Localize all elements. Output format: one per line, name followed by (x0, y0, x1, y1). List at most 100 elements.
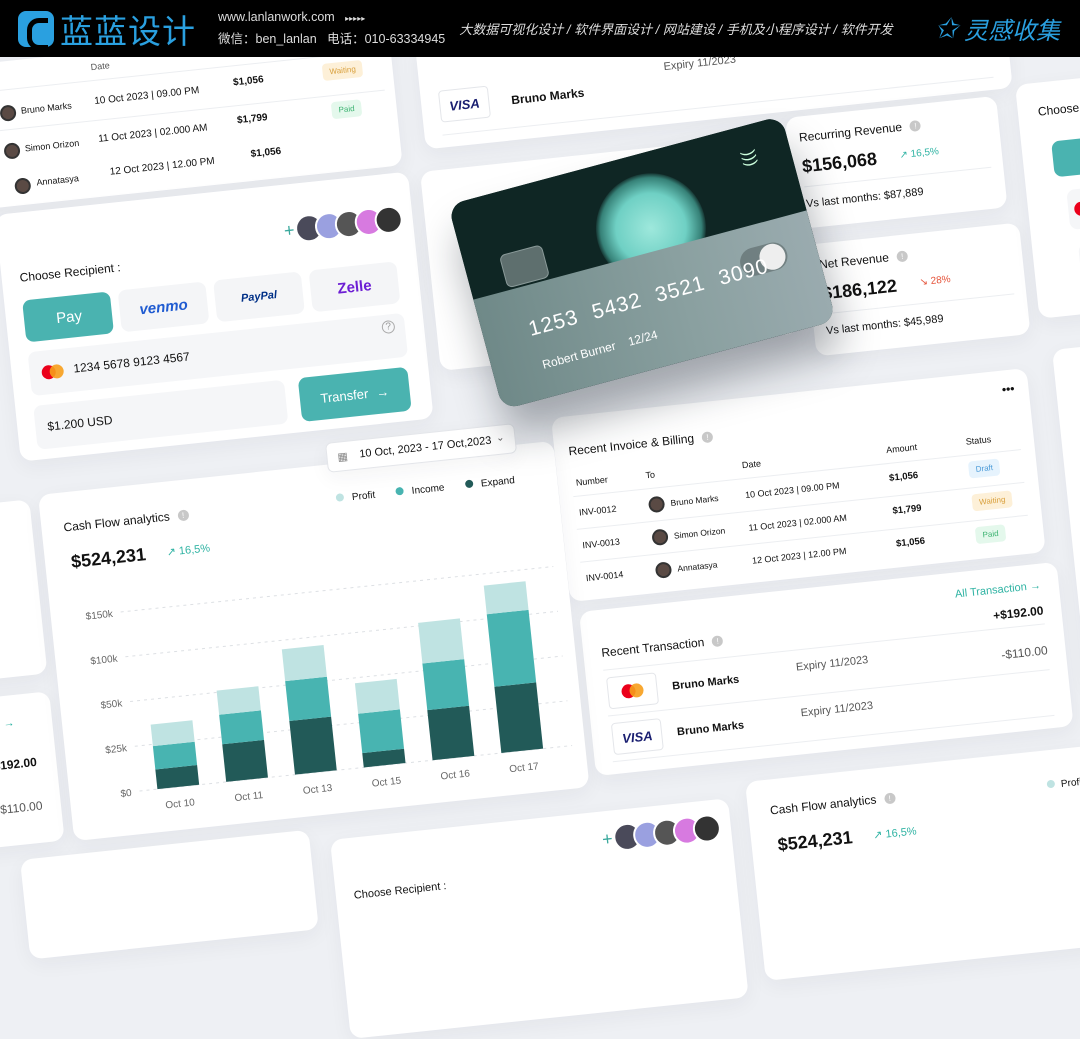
site-url[interactable]: www.lanlanwork.com (218, 10, 335, 24)
recurring-title: Recurring Revenue (798, 119, 903, 145)
bar-expand (362, 748, 406, 768)
recipient-title: Choose Recipient : (18, 260, 122, 285)
row-to: Bruno Marks (20, 100, 73, 116)
all-transaction-link[interactable]: All Transaction → (954, 580, 1041, 601)
zelle-button[interactable]: Zelle (308, 261, 401, 313)
bar-profit (418, 618, 465, 664)
bar-profit (354, 678, 400, 714)
tx-expiry: Expiry 11/2023 (800, 699, 874, 720)
credit-card[interactable]: ))) 1253 5432 3521 3090 Robert Burner 12… (448, 115, 837, 410)
recipient-title: Choose Recipient : (353, 880, 448, 902)
info-icon[interactable]: ! (711, 635, 724, 648)
site-header: 蓝蓝设计 www.lanlanwork.com ▸▸▸▸▸ 微信：ben_lan… (0, 0, 1080, 57)
recipient-avatars[interactable]: + (273, 204, 405, 246)
row-to: Annatasya (676, 559, 718, 574)
row-amount: $1,799 (236, 112, 269, 127)
tx-amount: +$192.00 (992, 603, 1045, 623)
row-date: 10 Oct 2023 | 09.00 PM (93, 85, 200, 108)
net-revenue-card: Net Revenue! $186,122 ↘ 28% Vs last mont… (805, 222, 1031, 357)
bar-profit (150, 720, 195, 747)
x-tick-label: Oct 11 (234, 790, 264, 804)
tx-name: Bruno Marks (671, 673, 740, 693)
col-date: Date (741, 458, 762, 471)
gridline (130, 655, 563, 703)
paypal-button[interactable]: PayPal (213, 271, 305, 323)
card-number: 1234 5678 9123 4567 (72, 349, 191, 376)
brand-logo: 蓝蓝设计 (18, 5, 196, 53)
recent-transaction-card: All Transaction → Recent Transaction! +$… (579, 561, 1074, 777)
row-to: Simon Orizon (24, 137, 80, 154)
bar-expand (155, 765, 200, 790)
help-icon[interactable]: ? (381, 319, 396, 335)
tx-name: Bruno Marks (676, 719, 745, 739)
avatar (651, 528, 669, 547)
apple-pay-label: Pay (55, 307, 83, 327)
cashflow-value: $524,231 (776, 827, 854, 855)
bar-expand (289, 716, 337, 775)
status-badge: Paid (974, 524, 1007, 545)
avatar (654, 561, 673, 579)
all-transaction-label: All Transaction (954, 581, 1028, 601)
visa-logo: VISA (621, 727, 654, 746)
y-tick-label: $50k (100, 698, 124, 711)
apple-pay-button[interactable] (1051, 131, 1080, 178)
transfer-button[interactable]: Transfer → (297, 366, 412, 423)
gridline (120, 566, 554, 613)
gridline (134, 700, 568, 747)
col-amount: Amount (885, 441, 918, 456)
recurring-vs: Vs last months: $87,889 (805, 185, 925, 211)
row-date: 11 Oct 2023 | 02.000 AM (748, 512, 848, 533)
more-icon[interactable]: ••• (1001, 381, 1016, 397)
y-tick-label: $100k (90, 654, 119, 668)
bar-profit (216, 686, 261, 715)
cash-flow-card-bottom: Cash Flow analytics! $524,231 ↗ 16,5% Pr… (745, 744, 1080, 981)
row-number: INV-0014 (585, 569, 624, 584)
col-date: Date (90, 60, 111, 73)
choose-recipient-card: + Choose Recipient : Pay venmo PayPal Ze… (0, 171, 434, 462)
card-partial-left (0, 499, 48, 690)
info-icon[interactable]: ! (909, 120, 922, 133)
bar-profit (483, 581, 529, 615)
bar-profit (281, 644, 327, 682)
apple-pay-button[interactable]: Pay (22, 291, 115, 343)
col-number: Number (575, 474, 609, 488)
row-date: 12 Oct 2023 | 12.00 PM (751, 545, 847, 566)
x-tick-label: Oct 13 (302, 783, 333, 797)
cashflow-change: 16,5% (884, 825, 918, 841)
arrow-right-icon: → (375, 383, 390, 400)
col-to: To (644, 469, 656, 481)
venmo-button[interactable]: venmo (117, 281, 210, 333)
row-date: 12 Oct 2023 | 12.00 PM (109, 155, 216, 178)
info-icon[interactable]: ! (701, 431, 714, 444)
star-icon: ✩ (934, 13, 958, 44)
arrow-right-icon: → (1029, 579, 1042, 593)
tx-expiry: Expiry 11/2023 (795, 654, 869, 674)
header-nav[interactable]: 大数据可视化设计 / 软件界面设计 / 网站建设 / 手机及小程序设计 / 软件… (459, 22, 893, 37)
y-tick-label: $150k (85, 609, 114, 623)
invoice-title: Recent Invoice & Billing (567, 431, 695, 459)
visa-logo: VISA (448, 95, 481, 114)
chevron-down-icon: ⌄ (495, 432, 506, 445)
bar-expand (494, 682, 544, 753)
x-tick-label: Oct 16 (440, 768, 471, 782)
phone: 电话：010-63334945 (327, 32, 446, 46)
calendar-icon: ▦ (336, 450, 349, 464)
x-tick-label: Oct 10 (165, 797, 196, 811)
recent-invoice-card: ••• Recent Invoice & Billing! Number To … (551, 368, 1046, 602)
bar-expand (427, 705, 475, 761)
net-vs: Vs last months: $45,989 (825, 312, 945, 338)
row-number: INV-0013 (581, 536, 621, 551)
legend-profit: Profit (1060, 776, 1080, 790)
row-to: Annatasya (35, 173, 80, 188)
mastercard-icon (1074, 200, 1080, 216)
info-icon[interactable]: ! (896, 250, 909, 263)
row-amount: $1,056 (250, 145, 282, 160)
net-change: 28% (930, 274, 952, 288)
tx-amount: +$192.00 (0, 754, 38, 775)
status-badge: Waiting (971, 490, 1014, 512)
tx-name: Bruno Marks (510, 85, 585, 108)
x-tick-label: Oct 15 (371, 776, 402, 790)
info-icon[interactable]: ! (883, 792, 896, 805)
logo-mark-icon (18, 10, 54, 50)
row-amount: $1,056 (232, 74, 265, 89)
